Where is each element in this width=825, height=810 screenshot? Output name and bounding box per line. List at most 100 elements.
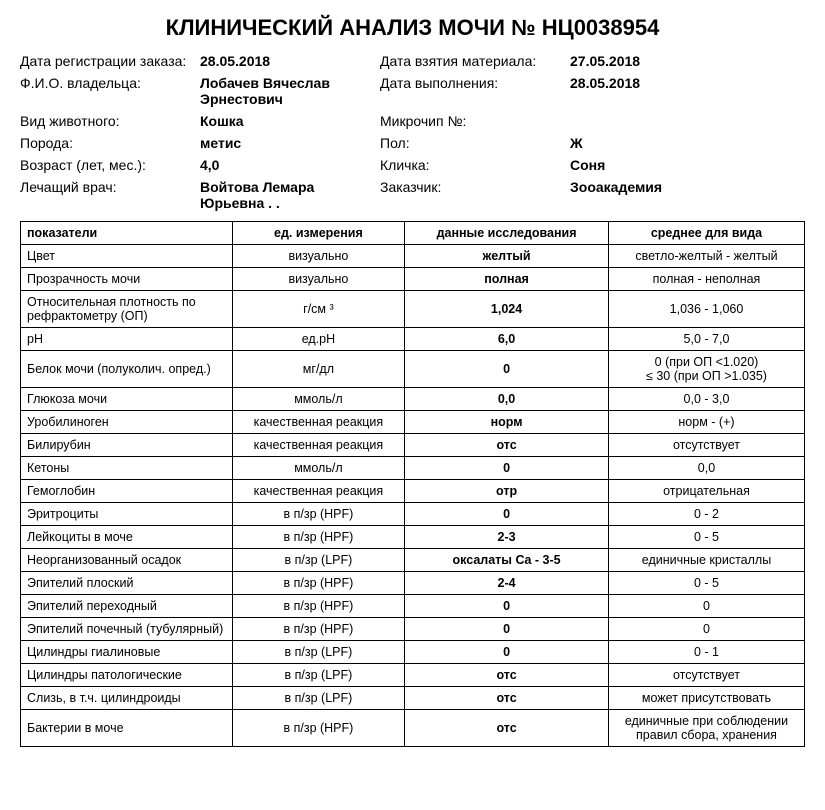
cell-unit: ммоль/л	[232, 388, 404, 411]
cell-param: Слизь, в т.ч. цилиндроиды	[21, 687, 233, 710]
cell-data: 0,0	[405, 388, 609, 411]
cell-param: Билирубин	[21, 434, 233, 457]
cell-param: Цилиндры гиалиновые	[21, 641, 233, 664]
done-date: 28.05.2018	[570, 75, 710, 107]
cell-ref: 0,0	[608, 457, 804, 480]
cell-ref: 0 - 5	[608, 526, 804, 549]
table-row: Билирубинкачественная реакцияотсотсутств…	[21, 434, 805, 457]
cell-ref: может присутствовать	[608, 687, 804, 710]
cell-unit: в п/зр (LPF)	[232, 549, 404, 572]
cell-data: отс	[405, 664, 609, 687]
cell-param: Белок мочи (полуколич. опред.)	[21, 351, 233, 388]
table-row: Цветвизуальножелтыйсветло-желтый - желты…	[21, 245, 805, 268]
cell-ref: единичные при соблюдении правил сбора, х…	[608, 710, 804, 747]
cell-ref: норм - (+)	[608, 411, 804, 434]
th-data: данные исследования	[405, 222, 609, 245]
header-block: Дата регистрации заказа: 28.05.2018 Дата…	[20, 53, 805, 211]
cell-data: желтый	[405, 245, 609, 268]
table-row: Эритроцитыв п/зр (HPF)00 - 2	[21, 503, 805, 526]
cell-param: Неорганизованный осадок	[21, 549, 233, 572]
table-row: Эпителий переходныйв п/зр (HPF)00	[21, 595, 805, 618]
cell-param: Уробилиноген	[21, 411, 233, 434]
cell-unit: в п/зр (HPF)	[232, 503, 404, 526]
sex-label: Пол:	[380, 135, 560, 151]
table-row: Цилиндры патологическиев п/зр (LPF)отсот…	[21, 664, 805, 687]
cell-unit: в п/зр (LPF)	[232, 664, 404, 687]
species: Кошка	[200, 113, 370, 129]
breed-label: Порода:	[20, 135, 190, 151]
cell-data: норм	[405, 411, 609, 434]
cell-data: 0	[405, 641, 609, 664]
cell-data: отс	[405, 434, 609, 457]
cell-unit: в п/зр (HPF)	[232, 526, 404, 549]
table-row: Лейкоциты в мочев п/зр (HPF)2-30 - 5	[21, 526, 805, 549]
cell-unit: качественная реакция	[232, 434, 404, 457]
cell-ref: 0,0 - 3,0	[608, 388, 804, 411]
cell-data: 0	[405, 618, 609, 641]
cell-data: 2-3	[405, 526, 609, 549]
breed: метис	[200, 135, 370, 151]
cell-unit: качественная реакция	[232, 480, 404, 503]
table-row: Неорганизованный осадокв п/зр (LPF)оксал…	[21, 549, 805, 572]
customer: Зооакадемия	[570, 179, 710, 211]
cell-unit: в п/зр (HPF)	[232, 618, 404, 641]
sample-date: 27.05.2018	[570, 53, 710, 69]
owner: Лобачев Вячеслав Эрнестович	[200, 75, 370, 107]
cell-data: 0	[405, 595, 609, 618]
cell-unit: ммоль/л	[232, 457, 404, 480]
cell-unit: в п/зр (HPF)	[232, 710, 404, 747]
table-row: Кетоныммоль/л00,0	[21, 457, 805, 480]
cell-ref: 0 - 2	[608, 503, 804, 526]
th-param: показатели	[21, 222, 233, 245]
cell-data: 0	[405, 351, 609, 388]
cell-ref: 0	[608, 595, 804, 618]
age-label: Возраст (лет, мес.):	[20, 157, 190, 173]
th-ref: среднее для вида	[608, 222, 804, 245]
doctor: Войтова Лемара Юрьевна . .	[200, 179, 370, 211]
table-row: Прозрачность мочивизуальнополнаяполная -…	[21, 268, 805, 291]
sex: Ж	[570, 135, 710, 151]
cell-param: Кетоны	[21, 457, 233, 480]
cell-unit: в п/зр (LPF)	[232, 687, 404, 710]
table-row: Белок мочи (полуколич. опред.)мг/дл00 (п…	[21, 351, 805, 388]
cell-data: 0	[405, 503, 609, 526]
cell-unit: мг/дл	[232, 351, 404, 388]
cell-ref: полная - неполная	[608, 268, 804, 291]
cell-param: Лейкоциты в моче	[21, 526, 233, 549]
cell-param: Прозрачность мочи	[21, 268, 233, 291]
cell-ref: отрицательная	[608, 480, 804, 503]
microchip-label: Микрочип №:	[380, 113, 560, 129]
cell-unit: визуально	[232, 245, 404, 268]
cell-ref: 0 (при ОП <1.020)≤ 30 (при ОП >1.035)	[608, 351, 804, 388]
cell-param: Эпителий почечный (тубулярный)	[21, 618, 233, 641]
cell-ref: единичные кристаллы	[608, 549, 804, 572]
cell-ref: отсутствует	[608, 664, 804, 687]
cell-ref: светло-желтый - желтый	[608, 245, 804, 268]
cell-ref: 0 - 5	[608, 572, 804, 595]
table-row: Относительная плотность по рефрактометру…	[21, 291, 805, 328]
cell-param: Эпителий плоский	[21, 572, 233, 595]
table-row: Слизь, в т.ч. цилиндроидыв п/зр (LPF)отс…	[21, 687, 805, 710]
cell-data: 0	[405, 457, 609, 480]
cell-param: Относительная плотность по рефрактометру…	[21, 291, 233, 328]
cell-ref: 5,0 - 7,0	[608, 328, 804, 351]
table-row: Гемоглобинкачественная реакцияотротрицат…	[21, 480, 805, 503]
cell-param: Гемоглобин	[21, 480, 233, 503]
doctor-label: Лечащий врач:	[20, 179, 190, 211]
cell-unit: в п/зр (HPF)	[232, 595, 404, 618]
cell-ref: 0	[608, 618, 804, 641]
table-row: Бактерии в мочев п/зр (HPF)отсединичные …	[21, 710, 805, 747]
cell-param: Цвет	[21, 245, 233, 268]
cell-param: pH	[21, 328, 233, 351]
table-header-row: показатели ед. измерения данные исследов…	[21, 222, 805, 245]
table-row: Цилиндры гиалиновыев п/зр (LPF)00 - 1	[21, 641, 805, 664]
cell-unit: в п/зр (LPF)	[232, 641, 404, 664]
cell-param: Эритроциты	[21, 503, 233, 526]
cell-param: Бактерии в моче	[21, 710, 233, 747]
reg-date-label: Дата регистрации заказа:	[20, 53, 190, 69]
results-table: показатели ед. измерения данные исследов…	[20, 221, 805, 747]
cell-param: Эпителий переходный	[21, 595, 233, 618]
age: 4,0	[200, 157, 370, 173]
cell-data: 2-4	[405, 572, 609, 595]
sample-date-label: Дата взятия материала:	[380, 53, 560, 69]
